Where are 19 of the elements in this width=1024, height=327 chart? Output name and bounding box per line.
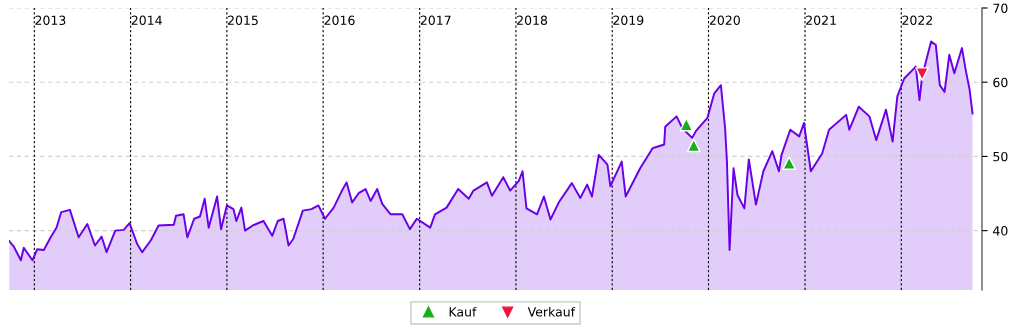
x-tick-label: 2016 (324, 15, 355, 26)
legend-label: Kauf (449, 306, 477, 317)
x-tick-label: 2019 (613, 15, 644, 26)
x-tick-label: 2022 (902, 15, 933, 26)
legend-label: Verkauf (527, 306, 576, 317)
x-tick-label: 2015 (227, 15, 258, 26)
y-tick-label: 40 (993, 226, 1008, 236)
y-tick-label: 70 (993, 3, 1008, 13)
x-tick-label: 2021 (806, 15, 836, 26)
point (915, 67, 930, 81)
x-tick-label: 2018 (517, 15, 548, 26)
point (782, 156, 797, 171)
y-tick-label: 50 (993, 151, 1008, 162)
x-tick-label: 2013 (35, 15, 66, 26)
point (686, 138, 701, 153)
x-tick-label: 2020 (709, 15, 740, 26)
x-tick-label: 2014 (131, 15, 162, 26)
y-tick-label: 60 (993, 77, 1008, 88)
x-tick-label: 2017 (420, 15, 451, 26)
